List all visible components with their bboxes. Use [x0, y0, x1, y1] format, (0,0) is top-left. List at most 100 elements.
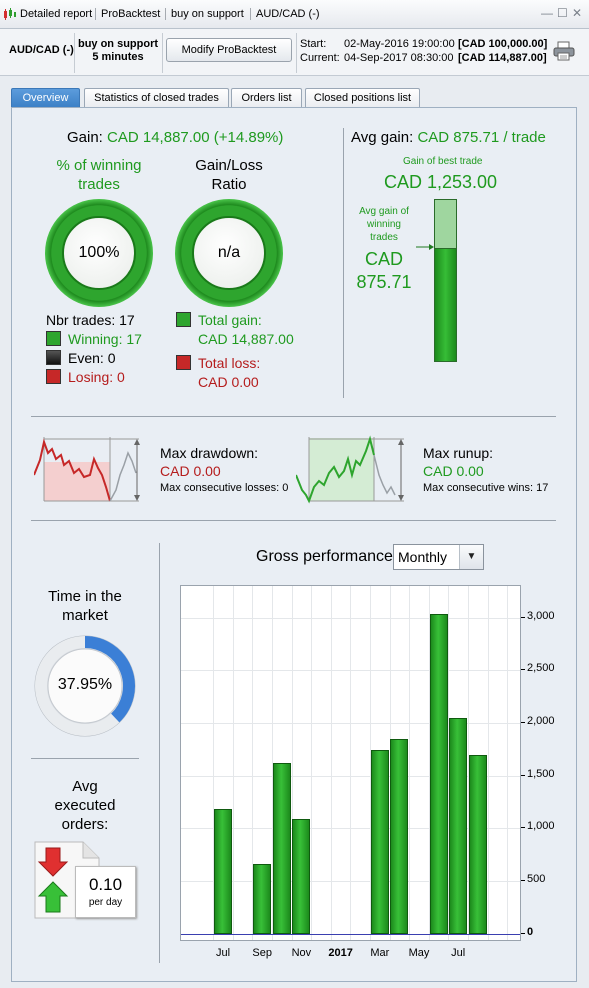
avg-orders-line3: orders: [61, 816, 109, 833]
title-separator [95, 8, 96, 20]
avg-gain-winning-line3: trades [370, 232, 398, 243]
title-separator [165, 8, 166, 20]
tab-statistics-closed-trades[interactable]: Statistics of closed trades [84, 88, 229, 108]
time-market-line1: Time in the [48, 588, 122, 605]
chart-bar [390, 738, 409, 934]
gross-performance-chart [180, 585, 521, 941]
chart-grid-hline [181, 722, 520, 724]
gl-title-line1: Gain/Loss [195, 157, 263, 174]
total-gain-swatch [176, 312, 191, 327]
avg-orders-line1: Avg [72, 778, 98, 795]
avg-vs-best-bar [434, 199, 457, 362]
period-select[interactable]: Monthly ▼ [393, 544, 484, 570]
tab-closed-positions-list[interactable]: Closed positions list [305, 88, 420, 108]
chart-y-tick-label: 1,500 [527, 767, 555, 780]
chart-y-tick-mark [521, 880, 525, 881]
total-gain-value: CAD 14,887.00 [198, 331, 294, 347]
winning-pct-donut: 100% [45, 199, 153, 307]
chart-bar [253, 864, 272, 934]
chart-grid-vline [272, 586, 273, 940]
chart-x-tick-label: May [408, 947, 430, 959]
chart-grid-vline [487, 586, 489, 940]
winning-title-line2: trades [78, 176, 120, 193]
chart-y-tick-mark [521, 827, 525, 829]
minimize-button[interactable]: — [541, 6, 553, 20]
avg-gain-value: CAD 875.71 / trade [417, 129, 546, 146]
chart-grid-vline [448, 586, 450, 940]
total-gain-label: Total gain: [198, 312, 262, 328]
chart-y-tick-mark [521, 774, 525, 776]
section-divider [343, 128, 344, 398]
chart-grid-vline [213, 586, 215, 940]
chart-y-tick-label: 2,000 [527, 714, 555, 727]
losing-swatch [46, 369, 61, 384]
gl-title-line2: Ratio [211, 176, 247, 193]
header-separator [74, 33, 75, 73]
avg-orders-card: 0.10 per day [75, 866, 136, 918]
report-header: AUD/CAD (-) buy on support 5 minutes Mod… [0, 29, 589, 76]
tab-orders-list[interactable]: Orders list [231, 88, 302, 108]
gain-loss-donut: n/a [175, 199, 283, 307]
avg-gain-currency: CAD [364, 249, 403, 269]
gain-loss-ratio-title: Gain/Loss Ratio [172, 156, 286, 194]
avg-gain-fill [435, 248, 456, 361]
time-market-line2: market [62, 607, 108, 624]
chart-grid-hline [181, 881, 520, 882]
avg-gain-winning-label: Avg gain of winning trades [352, 205, 416, 244]
window-title-instrument: AUD/CAD (-) [256, 8, 320, 20]
chart-grid-hline [181, 775, 520, 777]
current-date: 04-Sep-2017 08:30:00 [344, 52, 454, 64]
runup-chart-icon [296, 435, 404, 504]
period-select-value: Monthly [398, 549, 448, 565]
best-trade-label: Gain of best trade [403, 156, 483, 167]
chart-grid-vline [232, 586, 234, 940]
losing-count: Losing: 0 [68, 369, 125, 385]
max-drawdown-value: CAD 0.00 [160, 463, 221, 479]
avg-gain-winning-line2: winning [367, 219, 401, 230]
avg-executed-orders-title: Avg executed orders: [31, 777, 139, 834]
start-label: Start: [300, 38, 327, 50]
system-timeframe: 5 minutes [92, 51, 144, 63]
avg-gain-label: Avg gain: [351, 129, 414, 146]
maximize-button[interactable]: ☐ [557, 6, 568, 20]
modify-probacktest-button[interactable]: Modify ProBacktest [166, 38, 292, 62]
chart-y-tick-label: 500 [527, 873, 546, 885]
gain-label: Gain: [67, 129, 103, 146]
winning-title-line1: % of winning [56, 157, 142, 174]
chart-grid-vline [409, 586, 411, 940]
max-drawdown-label: Max drawdown: [160, 445, 259, 461]
avg-orders-line2: executed [54, 797, 116, 814]
chart-grid-hline [181, 670, 520, 672]
start-amount: [CAD 100,000.00] [458, 38, 548, 50]
avg-orders-unit: per day [88, 897, 123, 908]
even-swatch [46, 350, 61, 365]
gross-performance-title: Gross performance [256, 548, 393, 565]
gain-summary: Gain: CAD 14,887.00 (+14.89%) [67, 129, 283, 146]
chart-y-tick-label: 2,500 [527, 662, 555, 675]
tab-overview[interactable]: Overview [11, 88, 80, 108]
chart-grid-vline [252, 586, 254, 940]
chart-y-tick-label: 3,000 [527, 609, 555, 622]
chart-grid-vline [370, 586, 371, 940]
printer-icon[interactable] [553, 41, 575, 61]
chart-y-tick-label: 0 [527, 925, 534, 938]
close-button[interactable]: ✕ [572, 6, 583, 20]
chart-y-tick-mark [521, 669, 525, 671]
time-in-market-value: 37.95% [57, 676, 113, 693]
chart-x-tick-label: 2017 [328, 947, 353, 959]
chart-grid-hline [181, 828, 520, 830]
section-divider [31, 758, 139, 759]
start-date: 02-May-2016 19:00:00 [344, 38, 455, 50]
gain-value: CAD 14,887.00 (+14.89%) [107, 129, 284, 146]
chart-x-tick-label: Mar [370, 947, 390, 959]
current-label: Current: [300, 52, 340, 64]
avg-pointer-arrow-icon [416, 244, 434, 250]
avg-orders-value: 0.10 [88, 875, 123, 894]
chart-y-tick-mark [521, 721, 525, 723]
chart-grid-vline [330, 586, 332, 940]
dropdown-arrow-icon[interactable]: ▼ [459, 545, 483, 569]
chart-bar [370, 750, 389, 934]
chart-grid-vline [389, 586, 391, 940]
max-consecutive-losses: Max consecutive losses: 0 [160, 482, 289, 494]
chart-bar [214, 809, 232, 934]
